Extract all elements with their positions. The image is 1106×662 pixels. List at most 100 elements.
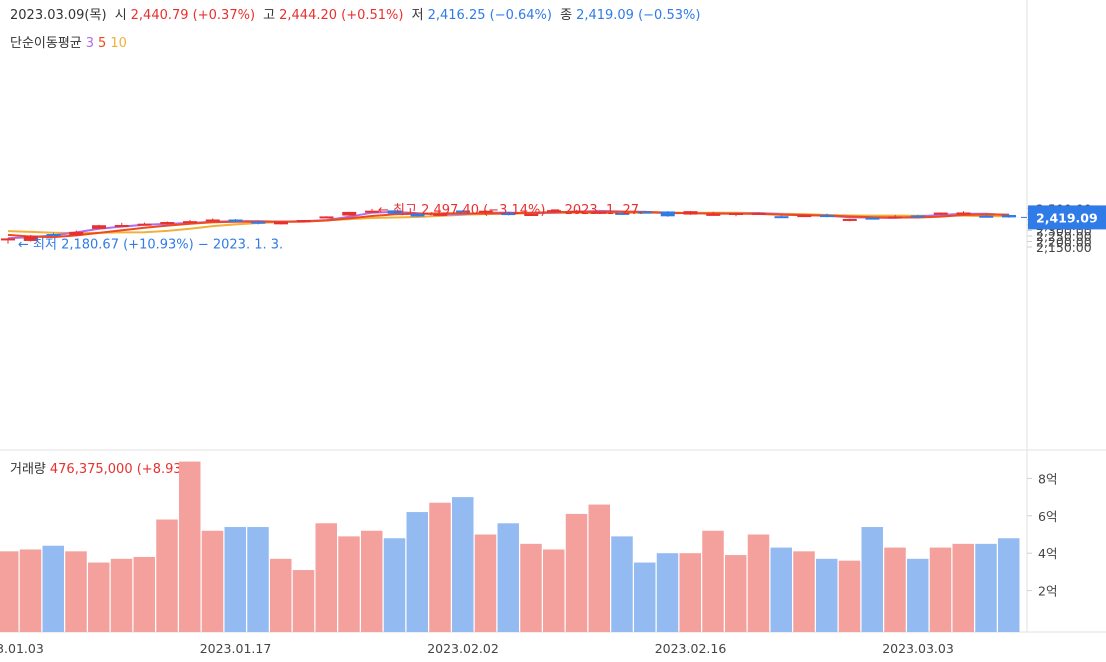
volume-bar[interactable] [452,497,474,632]
candle-body[interactable] [137,223,152,226]
volume-bar[interactable] [88,562,110,632]
candle-body[interactable] [524,214,539,216]
candle-body[interactable] [683,211,698,215]
candle-body[interactable] [592,211,607,214]
candle-body[interactable] [865,217,880,220]
candle-body[interactable] [888,216,903,219]
candle-body[interactable] [956,212,971,215]
volume-bar[interactable] [588,504,611,632]
volume-bar[interactable] [816,558,838,632]
candle-body[interactable] [729,213,743,216]
candle-body[interactable] [456,210,470,213]
candle-body[interactable] [797,215,812,218]
current-price-label: 2,419.09 [1036,210,1098,225]
candle-body[interactable] [842,218,857,221]
volume-bar[interactable] [0,551,19,632]
candle-body[interactable] [69,231,84,236]
volume-bar[interactable] [884,547,906,632]
volume-bar[interactable] [429,502,451,632]
candle-body[interactable] [46,234,61,237]
close-value: 2,419.09 (−0.53%) [576,8,701,23]
volume-bar[interactable] [201,530,224,632]
candle-body[interactable] [501,212,516,216]
volume-bar[interactable] [611,536,633,632]
volume-bar[interactable] [998,538,1020,632]
candle-body[interactable] [569,210,584,213]
volume-bar[interactable] [315,523,338,632]
volume-bar[interactable] [747,534,770,633]
candle-body[interactable] [820,215,834,218]
volume-bar[interactable] [42,545,65,632]
volume-bar[interactable] [497,523,520,632]
volume-bar[interactable] [770,547,793,632]
volume-tick-label: 2억 [1038,584,1057,599]
volume-bar[interactable] [19,549,42,632]
candle-body[interactable] [205,219,220,222]
volume-bar[interactable] [224,527,247,632]
candle-body[interactable] [1,238,15,241]
candle-body[interactable] [433,213,448,216]
candle-body[interactable] [92,225,106,229]
volume-bar[interactable] [383,538,406,632]
volume-bar[interactable] [543,549,565,632]
candle-body[interactable] [660,211,675,217]
candle-body[interactable] [1002,215,1016,218]
volume-bar[interactable] [270,558,292,632]
candle-body[interactable] [410,213,425,217]
candle-body[interactable] [751,212,766,215]
open-label: 시 [114,8,127,23]
volume-bar[interactable] [907,558,929,632]
volume-bar[interactable] [565,513,588,632]
candle-body[interactable] [365,210,379,213]
candle-body[interactable] [547,210,561,213]
volume-bar[interactable] [838,560,861,632]
volume-bar[interactable] [725,555,747,632]
volume-bar[interactable] [292,570,315,632]
candle-body[interactable] [228,219,243,222]
volume-bar[interactable] [65,551,87,632]
candle-body[interactable] [296,220,311,223]
candle-body[interactable] [979,215,994,218]
high-value: 2,444.20 (+0.51%) [279,8,404,23]
volume-bar[interactable] [952,543,975,632]
low-label: 저 [411,8,424,23]
volume-bar[interactable] [679,553,702,632]
volume-bar[interactable] [361,530,383,632]
volume-bar[interactable] [861,527,884,632]
volume-bar[interactable] [406,512,429,632]
volume-bar[interactable] [338,536,360,632]
volume-bar[interactable] [179,461,201,632]
candle-body[interactable] [706,213,721,216]
ma-legend[interactable]: 단순이동평균 3 5 10 [10,32,131,51]
candle-body[interactable] [774,216,789,219]
ma-legend-title: 단순이동평균 [10,36,82,51]
volume-bar[interactable] [520,543,542,632]
volume-bar[interactable] [975,543,997,632]
volume-bar[interactable] [110,558,133,632]
volume-bar[interactable] [247,527,269,632]
candle-body[interactable] [911,215,925,218]
volume-bar[interactable] [133,556,156,632]
candle-body[interactable] [251,221,266,224]
candle-body[interactable] [160,222,175,225]
volume-bar[interactable] [634,562,656,632]
candle-body[interactable] [23,235,38,241]
candle-body[interactable] [183,221,197,224]
volume-bar[interactable] [474,534,497,633]
volume-bar[interactable] [929,547,952,632]
volume-bar[interactable] [793,551,815,632]
volume-bar[interactable] [156,519,178,632]
candle-body[interactable] [638,211,652,214]
candle-body[interactable] [319,216,334,219]
candle-body[interactable] [615,212,630,215]
candle-body[interactable] [274,221,288,225]
volume-bar[interactable] [656,553,679,632]
candle-body[interactable] [387,210,402,214]
candle-body[interactable] [114,225,129,227]
candle-body[interactable] [342,211,357,216]
candle-body[interactable] [478,210,493,213]
volume-bar[interactable] [702,530,724,632]
price-tick-label: 2,250.00 [1036,229,1092,244]
candle-body[interactable] [933,212,948,215]
